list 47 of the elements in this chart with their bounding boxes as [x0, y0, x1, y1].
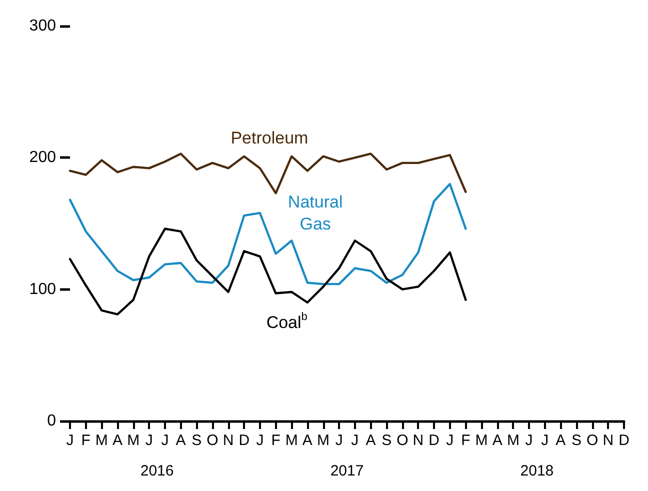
x-tick-label: N — [412, 432, 424, 449]
text: 2016 — [140, 462, 174, 480]
x-tick-label: O — [586, 432, 598, 449]
x-tick-label: J — [256, 432, 264, 449]
y-tick-label: 0 — [47, 412, 56, 430]
x-tick-label: J — [351, 432, 359, 449]
text: 2018 — [520, 462, 554, 480]
x-tick-label: J — [541, 432, 549, 449]
x-tick-label: M — [127, 432, 140, 449]
x-tick-label: J — [145, 432, 153, 449]
x-tick-label: A — [112, 432, 122, 449]
x-tick-label: M — [506, 432, 520, 449]
series-label: Petroleum — [230, 128, 308, 148]
x-tick-label: A — [556, 432, 566, 449]
x-tick-label: N — [222, 432, 234, 449]
x-tick-label: M — [95, 432, 108, 449]
x-tick-label: F — [461, 432, 470, 449]
x-tick-label: S — [572, 432, 582, 449]
x-tick-label: A — [366, 432, 376, 449]
x-tick-label: J — [446, 432, 454, 449]
x-tick-label: J — [66, 432, 74, 449]
x-tick-label: J — [525, 432, 533, 449]
x-tick-label: A — [492, 432, 502, 449]
x-tick-label: A — [176, 432, 186, 449]
series-label: Natural Gas — [288, 192, 343, 234]
x-tick-label: O — [206, 432, 218, 449]
x-tick-label: S — [192, 432, 202, 449]
x-tick-label: O — [396, 432, 408, 449]
x-tick-label: M — [475, 432, 488, 449]
y-tick-label: 100 — [29, 280, 56, 298]
x-tick-label: D — [238, 432, 250, 449]
x-tick-label: F — [81, 432, 90, 449]
x-tick-label: A — [302, 432, 312, 449]
line-series — [68, 182, 467, 286]
x-tick-label: D — [428, 432, 440, 449]
x-tick-label: M — [285, 432, 298, 449]
x-tick-label: D — [618, 432, 630, 449]
x-tick-label: J — [161, 432, 169, 449]
x-tick-label: J — [335, 432, 343, 449]
x-tick-label: F — [271, 432, 280, 449]
x-tick-label: M — [317, 432, 330, 449]
line-series — [68, 152, 467, 194]
x-tick-label: S — [382, 432, 392, 449]
y-tick-label: 300 — [29, 18, 56, 34]
x-tick-label: N — [602, 432, 614, 449]
text: 2017 — [330, 462, 364, 480]
y-tick-label: 200 — [29, 149, 56, 166]
